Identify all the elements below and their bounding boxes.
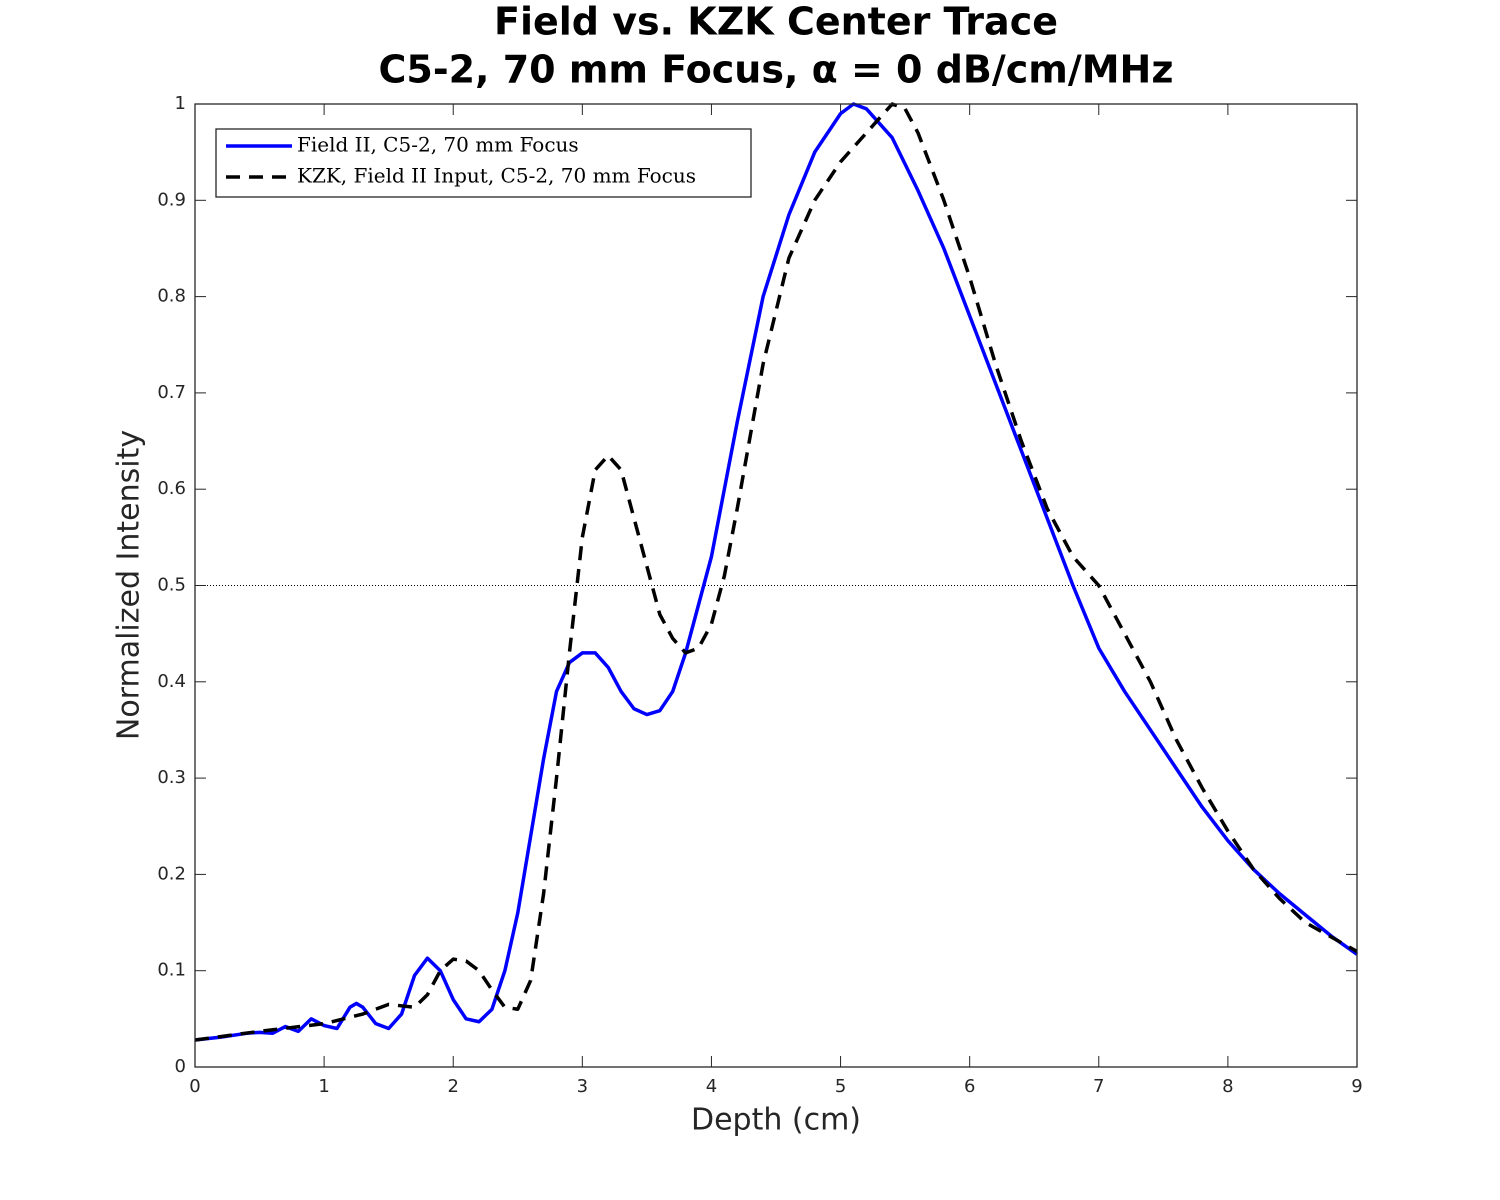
y-axis-label: Normalized Intensity xyxy=(112,430,147,740)
x-tick-label: 8 xyxy=(1222,1076,1233,1097)
series-line xyxy=(194,102,1358,1042)
y-tick-label: 0.2 xyxy=(157,863,186,884)
y-tick-label: 0.8 xyxy=(157,286,186,307)
legend-box xyxy=(215,128,752,198)
x-tick-label: 5 xyxy=(835,1076,846,1097)
y-tick-label: 1 xyxy=(175,93,186,114)
x-tick-label: 2 xyxy=(447,1076,458,1097)
x-tick-label: 9 xyxy=(1351,1076,1362,1097)
y-tick-label: 0.4 xyxy=(157,671,186,692)
x-tick-label: 4 xyxy=(706,1076,717,1097)
x-tick-label: 6 xyxy=(964,1076,975,1097)
y-tick-label: 0.7 xyxy=(157,382,186,403)
y-tick-label: 0.5 xyxy=(157,575,186,596)
y-tick-label: 0.3 xyxy=(157,767,186,788)
plot-frame xyxy=(194,103,1358,1068)
y-tick-label: 0 xyxy=(175,1056,186,1077)
x-axis-label: Depth (cm) xyxy=(691,1103,861,1138)
y-tick-label: 0.6 xyxy=(157,478,186,499)
y-tick-label: 0.9 xyxy=(157,189,186,210)
chart-subtitle: C5-2, 70 mm Focus, α = 0 dB/cm/MHz xyxy=(379,48,1174,92)
legend-label: Field II, C5-2, 70 mm Focus xyxy=(297,133,579,157)
y-tick-label: 0.1 xyxy=(157,960,186,981)
x-tick-label: 3 xyxy=(577,1076,588,1097)
x-tick-label: 7 xyxy=(1093,1076,1104,1097)
x-tick-label: 0 xyxy=(189,1076,200,1097)
x-tick-label: 1 xyxy=(318,1076,329,1097)
legend-label: KZK, Field II Input, C5-2, 70 mm Focus xyxy=(297,164,696,188)
series-line xyxy=(194,102,1359,1042)
chart-title: Field vs. KZK Center Trace xyxy=(494,0,1058,44)
